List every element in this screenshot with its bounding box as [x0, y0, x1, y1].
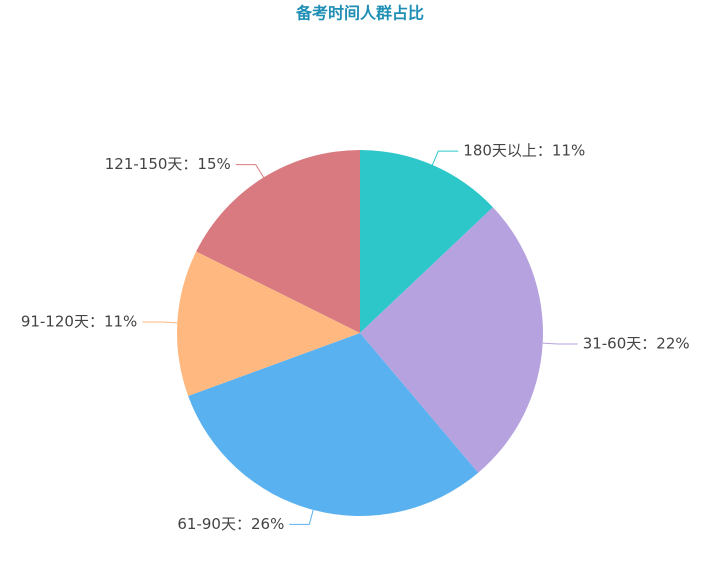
leader-line	[542, 342, 578, 345]
data-label: 91-120天：11%	[21, 313, 137, 331]
leader-line	[142, 321, 178, 324]
leader-line	[289, 509, 314, 525]
leader-line	[235, 164, 265, 178]
leader-line	[431, 150, 459, 166]
pie-slice	[177, 251, 360, 396]
pie-slice	[188, 333, 479, 516]
data-label: 121-150天：15%	[105, 155, 231, 173]
chart-title: 备考时间人群占比	[295, 4, 424, 23]
data-label: 180天以上：11%	[463, 142, 585, 160]
pie-slice	[360, 150, 493, 333]
pie-slice	[196, 150, 360, 333]
data-label: 31-60天：22%	[583, 334, 690, 352]
pie-slice	[360, 207, 543, 473]
data-label: 61-90天：26%	[177, 515, 284, 533]
